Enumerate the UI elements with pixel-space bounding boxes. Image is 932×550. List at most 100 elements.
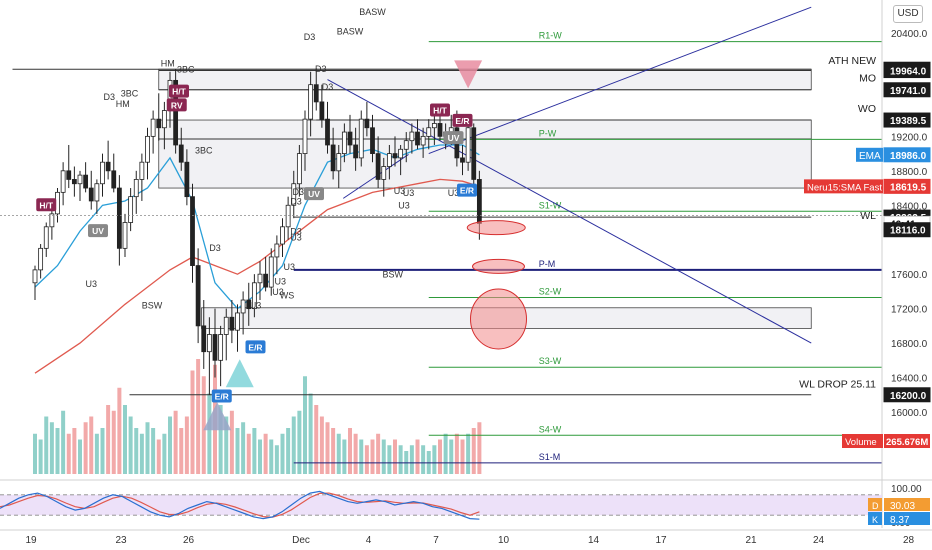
volume-bar <box>280 433 285 474</box>
candle-body <box>133 179 139 198</box>
price-badge <box>883 82 931 98</box>
currency-badge[interactable]: USD <box>893 5 923 23</box>
price-tick: 20400.0 <box>891 29 928 40</box>
signal-marker-bg <box>430 103 450 117</box>
volume-bar <box>139 433 144 474</box>
signal-triangle <box>454 60 483 89</box>
pattern-label: BSW <box>142 301 163 311</box>
candle-body <box>268 256 274 288</box>
ema-tag <box>856 147 883 162</box>
pattern-label: D3 <box>304 32 316 42</box>
candle-body <box>296 153 302 185</box>
price-badge <box>883 63 931 79</box>
volume-tag-label: Volume <box>845 437 877 448</box>
candle-body <box>437 123 443 137</box>
volume-bar <box>61 410 66 474</box>
signal-marker-text: UV <box>92 226 104 236</box>
signal-marker-bg <box>452 113 473 127</box>
volume-bar <box>409 445 414 474</box>
candle-body <box>347 131 353 146</box>
signal-marker-text: H/T <box>433 106 448 116</box>
candle-body <box>280 226 285 245</box>
zone-rect <box>158 138 812 189</box>
pattern-label: BASW <box>337 27 364 37</box>
volume-bar <box>44 416 49 474</box>
pattern-label: HM <box>161 59 175 69</box>
candle-body <box>386 153 392 167</box>
candle-body <box>88 187 94 202</box>
pattern-label: U3 <box>394 186 406 196</box>
zone-rect <box>158 119 812 140</box>
level-text: WL <box>860 210 876 222</box>
price-tick: 18400.0 <box>891 201 928 212</box>
volume-bar <box>241 422 246 474</box>
candle-body <box>218 334 224 361</box>
pattern-label: D3 <box>322 82 334 92</box>
volume-bar <box>466 433 471 474</box>
osc-k-line <box>0 490 480 520</box>
pivot-label: S1-M <box>539 452 561 462</box>
ema-tag-label: EMA <box>859 151 881 162</box>
volume-bar <box>246 433 251 474</box>
volume-bar <box>314 405 319 474</box>
volume-bar <box>274 445 279 474</box>
candle-body <box>415 131 420 146</box>
pattern-label: BASW <box>359 7 386 17</box>
signal-marker-bg <box>211 389 232 403</box>
sma-tag-label: Neru15:SMA Fast <box>807 182 882 193</box>
signal-marker: H/T <box>430 103 450 117</box>
volume-bar <box>89 416 94 474</box>
signal-marker: E/R <box>245 340 266 354</box>
time-tick: 10 <box>498 535 510 546</box>
level-text: WO <box>858 103 876 115</box>
signal-marker: UV <box>304 187 324 201</box>
volume-bar <box>38 439 43 474</box>
candle-body <box>409 131 415 142</box>
osc-k-tag <box>868 512 882 525</box>
highlight-ellipse <box>470 288 527 350</box>
pattern-label: U3 <box>272 287 284 297</box>
price-axis[interactable]: 20400.0 19200.0 18800.0 18400.0 17600.0 17200… <box>804 0 931 528</box>
signal-marker-text: E/R <box>455 116 469 126</box>
candle-body <box>263 273 269 288</box>
pattern-label: 3BC <box>121 89 139 99</box>
signal-marker-bg <box>245 340 266 354</box>
osc-k-value: 8.37 <box>890 515 910 526</box>
signal-triangle <box>203 402 232 431</box>
volume-bar <box>471 428 476 474</box>
volume-bar <box>83 422 88 474</box>
signal-marker: H/T <box>169 84 189 98</box>
candle-body <box>77 174 83 185</box>
volume-bar <box>224 416 229 474</box>
level-text: WL DROP 25.11 <box>799 378 876 390</box>
candle-body <box>71 179 77 185</box>
volume-bar <box>376 433 381 474</box>
candle-body <box>375 153 381 180</box>
signal-marker-bg <box>169 84 189 98</box>
time-tick: 7 <box>433 535 439 546</box>
volume-bar <box>235 428 240 474</box>
pivot-label: S1-W <box>539 200 562 210</box>
volume-bar <box>269 439 274 474</box>
pattern-label: U3 <box>274 277 286 287</box>
volume-bar <box>421 445 426 474</box>
candle-body <box>128 196 134 223</box>
pivot-label: R1-W <box>539 31 563 41</box>
time-axis[interactable]: 192326Dec4710141721242820 <box>0 529 932 546</box>
candle-body <box>246 299 252 310</box>
candle-body <box>145 135 150 163</box>
candle-body <box>105 161 111 172</box>
time-tick: Dec <box>292 535 310 546</box>
candle-body <box>330 144 336 172</box>
time-tick: 28 <box>903 535 915 546</box>
osc-tick: 100.00 <box>891 484 922 495</box>
signal-marker-text: E/R <box>460 186 474 196</box>
candle-body <box>116 187 122 249</box>
candle-body <box>111 170 117 189</box>
volume-bar <box>393 439 397 474</box>
pattern-label: HM <box>116 99 130 109</box>
signal-marker: UV <box>88 224 108 238</box>
candle-body <box>212 334 218 361</box>
